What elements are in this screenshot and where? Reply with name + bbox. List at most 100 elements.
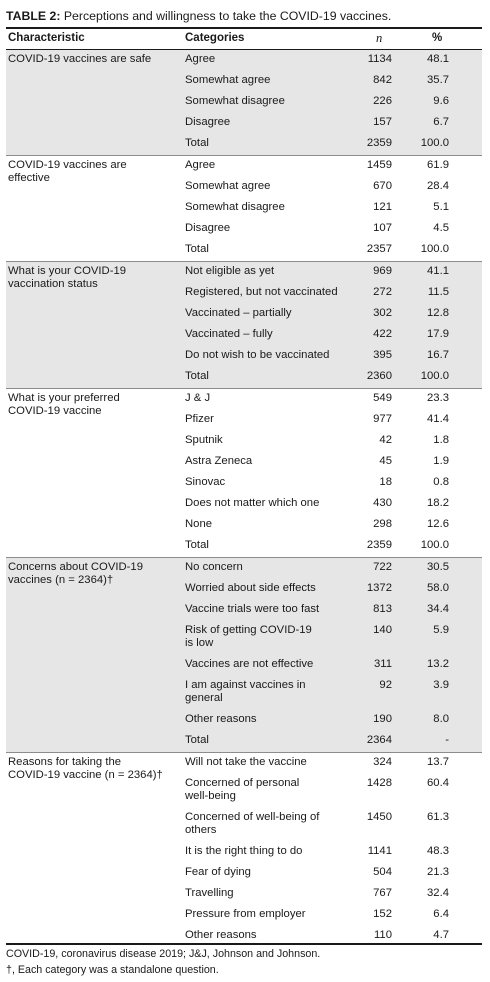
category-line: Other reasons [185,929,257,941]
category-line: Other reasons [185,713,257,725]
table-row: Somewhat agree 842 35.7 [6,71,482,92]
percent-cell: 61.9 [427,159,449,171]
category-line: Total [185,539,209,551]
table-group: COVID-19 vaccines are safe Agree 1134 48.1 S… [6,50,482,155]
category-cell: Total [185,734,357,747]
category-cell: Agree [185,53,357,66]
characteristic-label: What is your preferred COVID-19 vaccine [8,392,178,418]
table-row: Agree 1134 48.1 [6,50,482,71]
category-cell: Travelling [185,887,357,900]
header-rule [6,49,482,50]
header-categories: Categories [185,32,245,44]
category-line: Sinovac [185,476,226,488]
category-line: J & J [185,392,211,404]
table-row: Not eligible as yet 969 41.1 [6,262,482,283]
table-row: Pressure from employer 152 6.4 [6,905,482,926]
category-cell: Somewhat agree [185,74,357,87]
category-cell: Do not wish to be vaccinated [185,349,357,362]
group-separator [6,388,482,389]
table-group: What is your COVID-19 vaccination status N… [6,262,482,388]
category-line: Concerned of personal [185,777,300,789]
category-cell: Somewhat disagree [185,201,357,214]
category-line: Travelling [185,887,234,899]
table-row: Concerned of personal well-being 1428 60.4 [6,774,482,808]
category-line: Sputnik [185,434,223,446]
table-row: Other reasons 110 4.7 [6,926,482,947]
n-cell: 42 [379,434,392,446]
table-title: Perceptions and willingness to take the … [63,9,392,23]
n-cell: 45 [379,455,392,467]
header-n: n [376,31,383,45]
percent-cell: 3.9 [433,679,449,691]
category-line: Concerned of well-being of [185,811,320,823]
category-cell: Registered, but not vaccinated [185,286,357,299]
percent-cell: 1.9 [433,455,449,467]
table-group: What is your preferred COVID-19 vaccine J … [6,389,482,557]
characteristic-line: COVID-19 vaccines are [8,159,127,171]
category-cell: Disagree [185,222,357,235]
characteristic-line: Concerns about COVID-19 [8,561,143,573]
category-line: It is the right thing to do [185,845,303,857]
category-line: Will not take the vaccine [185,756,307,768]
table-row: Registered, but not vaccinated 272 11.5 [6,283,482,304]
header-characteristic: Characteristic [8,32,85,44]
table-row: Somewhat disagree 226 9.6 [6,92,482,113]
percent-cell: 41.4 [427,413,449,425]
category-cell: Sinovac [185,476,357,489]
n-cell: 121 [373,201,392,213]
table-row: Does not matter which one 430 18.2 [6,494,482,515]
characteristic-line: Reasons for taking the [8,756,122,768]
category-line: Vaccines are not effective [185,658,314,670]
category-line: general [185,692,223,704]
n-cell: 298 [373,518,392,530]
table-row: Total 2364 - [6,731,482,752]
category-cell: Concerned of well-being of others [185,811,357,837]
table-group: Concerns about COVID-19 vaccines (n = 236… [6,558,482,752]
group-separator [6,261,482,262]
n-cell: 670 [373,180,392,192]
n-cell: 92 [379,679,392,691]
category-cell: Total [185,370,357,383]
table-row: Vaccinated – fully 422 17.9 [6,325,482,346]
table-row: Total 2357 100.0 [6,240,482,261]
characteristic-line: vaccination status [8,278,98,290]
n-cell: 152 [373,908,392,920]
percent-cell: 32.4 [427,887,449,899]
n-cell: 2360 [366,370,392,382]
category-cell: It is the right thing to do [185,845,357,858]
n-cell: 767 [373,887,392,899]
percent-cell: 28.4 [427,180,449,192]
percent-cell: 100.0 [420,243,449,255]
n-cell: 1134 [367,53,392,65]
n-cell: 504 [373,866,392,878]
characteristic-label: What is your COVID-19 vaccination status [8,265,178,291]
n-cell: 302 [373,307,392,319]
table-row: Somewhat agree 670 28.4 [6,177,482,198]
table-row: Sinovac 18 0.8 [6,473,482,494]
category-cell: Somewhat agree [185,180,357,193]
percent-cell: 9.6 [433,95,449,107]
table-row: Vaccine trials were too fast 813 34.4 [6,600,482,621]
table-row: Other reasons 190 8.0 [6,710,482,731]
n-cell: 422 [373,328,392,340]
category-cell: Worried about side effects [185,582,357,595]
category-line: Worried about side effects [185,582,316,594]
n-cell: 2357 [366,243,392,255]
category-line: Total [185,137,209,149]
n-cell: 190 [373,713,392,725]
percent-cell: 58.0 [427,582,449,594]
footnote-dagger: †, Each category was a standalone questi… [6,964,219,976]
group-separator [6,752,482,753]
category-cell: Fear of dying [185,866,357,879]
n-cell: 1428 [366,777,392,789]
n-cell: 842 [373,74,392,86]
category-cell: Does not matter which one [185,497,357,510]
percent-cell: 6.4 [433,908,449,920]
table-group: COVID-19 vaccines are effective Agree 1459 6… [6,156,482,261]
category-cell: Agree [185,159,357,172]
percent-cell: 4.5 [433,222,449,234]
category-line: others [185,824,217,836]
n-cell: 2364 [366,734,392,746]
category-line: is low [185,637,214,649]
